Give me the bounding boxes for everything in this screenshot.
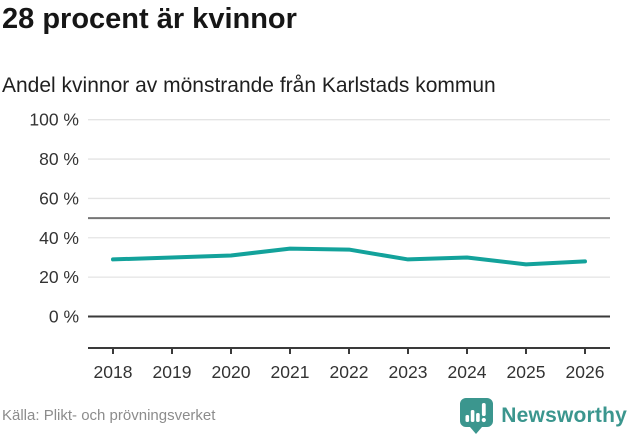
x-axis-label: 2021: [271, 362, 310, 382]
chart-footer: Källa: Plikt- och prövningsverket Newswo…: [0, 395, 631, 439]
x-axis-label: 2025: [507, 362, 546, 382]
y-axis-label: 100 %: [29, 110, 79, 130]
x-axis-label: 2026: [566, 362, 605, 382]
newsworthy-logo-icon: [460, 398, 494, 434]
chart-title: 28 procent är kvinnor: [2, 3, 297, 35]
y-axis-label: 60 %: [39, 188, 79, 208]
line-chart: 0 % 20 % 40 % 60 % 80 % 100 % 2018 2019 2020 2021…: [29, 110, 610, 382]
y-axis-label: 80 %: [39, 149, 79, 169]
source-text: Källa: Plikt- och prövningsverket: [2, 407, 216, 424]
chart-subtitle: Andel kvinnor av mönstrande från Karlsta…: [2, 74, 496, 97]
y-axis-label: 0 %: [49, 307, 79, 327]
newsworthy-logo[interactable]: Newsworthy: [459, 397, 627, 435]
y-axis-label: 40 %: [39, 228, 79, 248]
data-line: [111, 246, 587, 267]
x-axis-label: 2022: [330, 362, 369, 382]
x-axis-label: 2018: [94, 362, 133, 382]
y-axis-label: 20 %: [39, 267, 79, 287]
x-axis-label: 2023: [389, 362, 428, 382]
x-axis-label: 2020: [212, 362, 251, 382]
x-axis-label: 2024: [448, 362, 487, 382]
brand-name: Newsworthy: [501, 404, 627, 427]
x-axis-label: 2019: [153, 362, 192, 382]
